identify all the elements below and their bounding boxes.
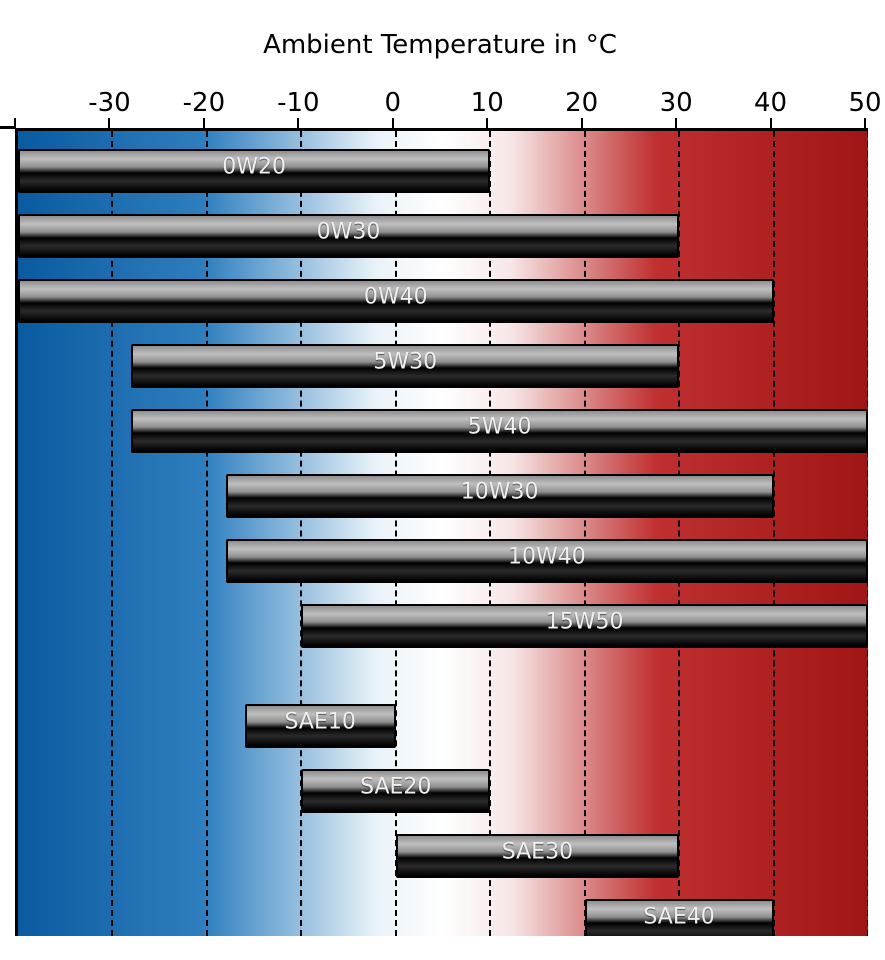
x-tick-mark [297, 118, 299, 128]
bar-label: SAE10 [285, 709, 356, 734]
x-tick-mark [581, 118, 583, 128]
bar-label: SAE30 [502, 839, 573, 864]
axis-top-extension [0, 126, 15, 129]
oil-grade-bar: 10W30 [226, 474, 774, 518]
bar-label: SAE20 [360, 774, 431, 799]
oil-grade-bar: 0W20 [18, 149, 490, 193]
bar-label: 15W50 [546, 609, 624, 634]
x-tick-mark [675, 118, 677, 128]
x-tick-label: 10 [471, 88, 504, 118]
oil-grade-bar: 10W40 [226, 539, 868, 583]
oil-grade-bar: SAE30 [396, 834, 679, 878]
x-tick-mark [108, 118, 110, 128]
oil-grade-bar: SAE40 [585, 899, 774, 936]
x-tick-label: 50 [848, 88, 881, 118]
bar-label: 0W20 [222, 154, 286, 179]
oil-grade-bar: 15W50 [301, 604, 868, 648]
oil-grade-bar: 5W40 [131, 409, 868, 453]
x-tick-mark [864, 118, 866, 128]
plot-area: 0W20 0W30 0W40 5W30 5W40 10W30 10W40 15W50 SAE10… [15, 128, 868, 936]
chart-title: Ambient Temperature in °C [15, 30, 865, 60]
bar-label: 5W30 [373, 349, 437, 374]
gridline [867, 131, 868, 936]
x-tick-mark [392, 118, 394, 128]
x-tick-mark [770, 118, 772, 128]
bar-label: 0W30 [317, 219, 381, 244]
x-tick-label: -20 [183, 88, 225, 118]
oil-grade-bar: SAE10 [245, 704, 396, 748]
oil-grade-bar: 0W40 [18, 279, 774, 323]
oil-grade-bar: SAE20 [301, 769, 490, 813]
gridline [773, 131, 775, 936]
oil-grade-bar: 0W30 [18, 214, 679, 258]
x-tick-mark [203, 118, 205, 128]
oil-grade-bar: 5W30 [131, 344, 679, 388]
x-tick-label: -10 [277, 88, 319, 118]
x-tick-label: 30 [660, 88, 693, 118]
x-tick-label: 40 [754, 88, 787, 118]
bar-label: 10W40 [508, 544, 586, 569]
x-tick-mark [486, 118, 488, 128]
bar-label: 5W40 [468, 414, 532, 439]
bar-label: 0W40 [364, 284, 428, 309]
x-tick-label: -30 [88, 88, 130, 118]
x-tick-label: 20 [565, 88, 598, 118]
x-tick-label: 0 [384, 88, 401, 118]
bar-label: SAE40 [643, 904, 714, 929]
bar-label: 10W30 [461, 479, 539, 504]
